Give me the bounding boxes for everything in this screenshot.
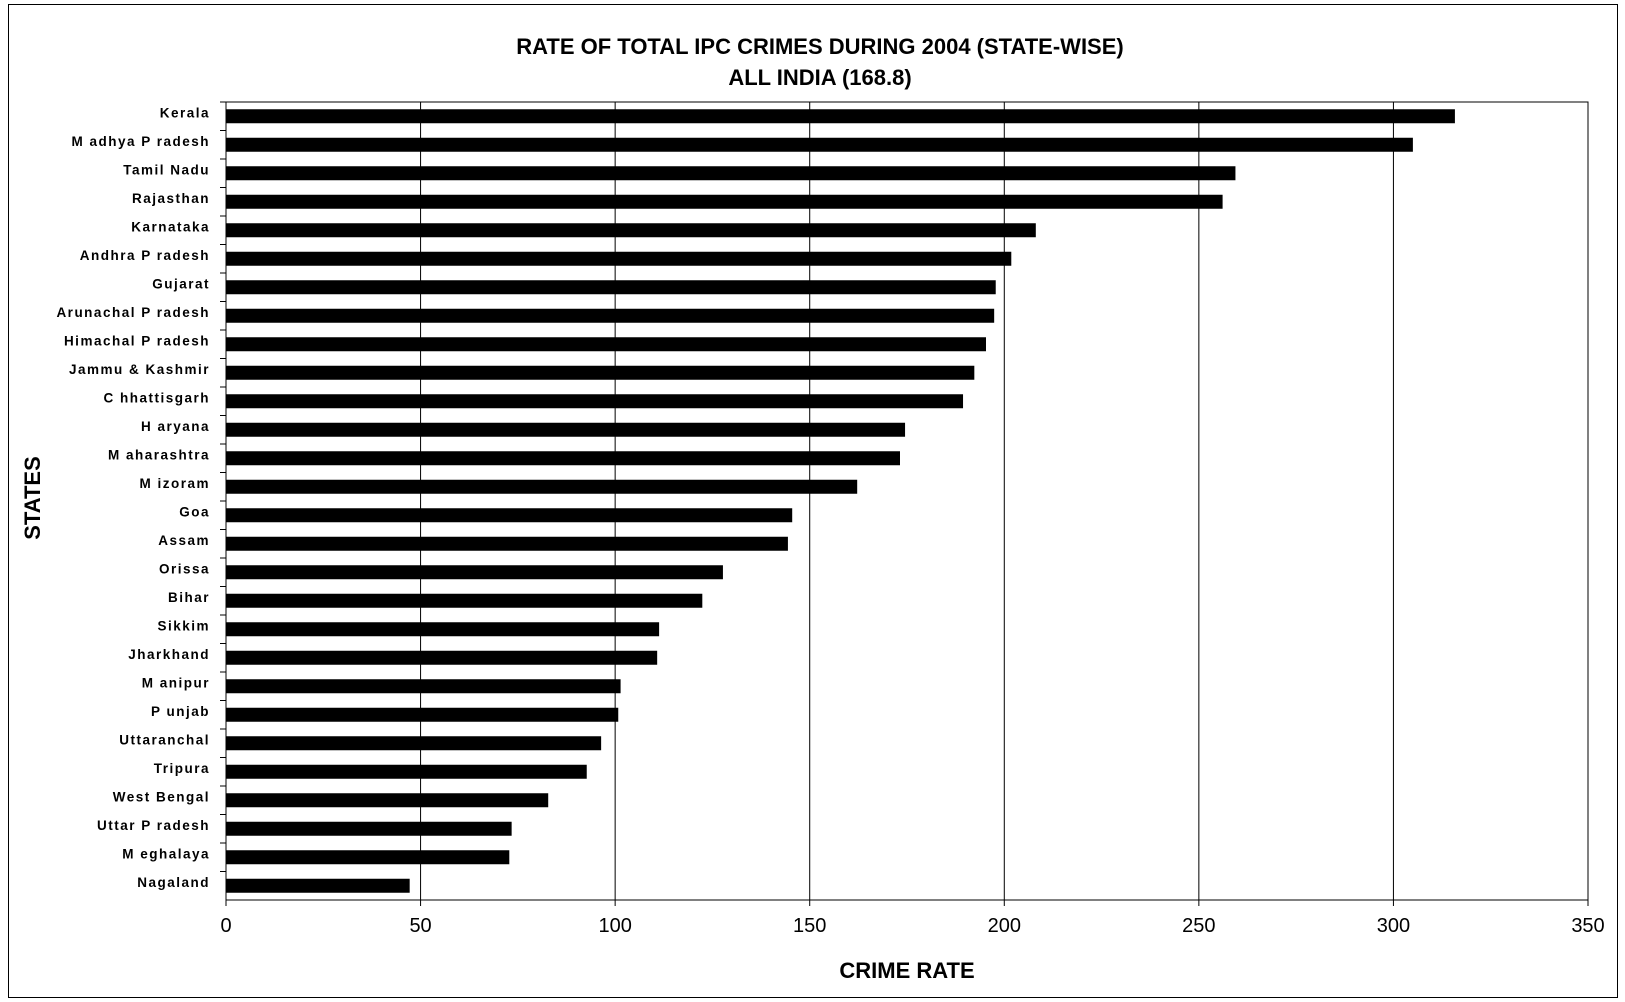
category-label: Goa bbox=[179, 504, 210, 519]
x-axis-title: CRIME RATE bbox=[839, 958, 974, 983]
x-tick-label: 0 bbox=[220, 915, 231, 937]
bar bbox=[226, 166, 1236, 181]
bar bbox=[226, 109, 1455, 124]
x-tick-label: 50 bbox=[409, 915, 431, 937]
category-label: H aryana bbox=[141, 419, 210, 434]
bar bbox=[226, 365, 975, 380]
chart-title: RATE OF TOTAL IPC CRIMES DURING 2004 (ST… bbox=[516, 34, 1123, 59]
category-label: Uttar P radesh bbox=[97, 818, 210, 833]
category-label: M aharashtra bbox=[108, 447, 210, 462]
plot-area bbox=[225, 101, 1589, 901]
category-label: Andhra P radesh bbox=[80, 248, 210, 263]
bar bbox=[226, 536, 788, 551]
category-label: M izoram bbox=[139, 476, 210, 491]
category-label: Nagaland bbox=[137, 875, 210, 890]
bar bbox=[226, 137, 1413, 152]
bar bbox=[226, 479, 858, 494]
bar bbox=[226, 679, 621, 694]
x-tick-label: 300 bbox=[1377, 915, 1410, 937]
bar bbox=[226, 422, 906, 437]
bar bbox=[226, 337, 986, 352]
bar bbox=[226, 251, 1012, 266]
bar bbox=[226, 593, 703, 608]
category-label: Uttaranchal bbox=[119, 732, 210, 747]
bar bbox=[226, 850, 510, 865]
x-tick-label: 100 bbox=[598, 915, 631, 937]
category-label: Rajasthan bbox=[132, 191, 210, 206]
bar bbox=[226, 736, 602, 751]
category-label: M adhya P radesh bbox=[71, 134, 210, 149]
bar bbox=[226, 622, 660, 637]
chart-subtitle: ALL INDIA (168.8) bbox=[728, 65, 911, 90]
category-label: Gujarat bbox=[152, 276, 210, 291]
category-label: C hhattisgarh bbox=[103, 390, 210, 405]
bar bbox=[226, 707, 619, 722]
category-label: Tripura bbox=[154, 761, 210, 776]
category-label: Sikkim bbox=[157, 618, 210, 633]
bar bbox=[226, 821, 512, 836]
category-label: Assam bbox=[158, 533, 210, 548]
x-tick-label: 350 bbox=[1571, 915, 1604, 937]
category-label: Bihar bbox=[168, 590, 210, 605]
category-label: Orissa bbox=[159, 561, 210, 576]
bar bbox=[226, 878, 410, 893]
category-label: M eghalaya bbox=[122, 846, 210, 861]
bar bbox=[226, 565, 723, 580]
bar bbox=[226, 194, 1223, 209]
bar bbox=[226, 223, 1036, 238]
category-label: Himachal P radesh bbox=[64, 333, 210, 348]
category-label: West Bengal bbox=[113, 789, 210, 804]
bar bbox=[226, 394, 964, 409]
bar bbox=[226, 793, 549, 808]
x-tick-label: 250 bbox=[1182, 915, 1215, 937]
bar bbox=[226, 650, 658, 665]
bar bbox=[226, 451, 900, 466]
y-axis-title: STATES bbox=[20, 456, 45, 540]
bar bbox=[226, 764, 587, 779]
category-label: Kerala bbox=[160, 105, 210, 120]
bar bbox=[226, 280, 996, 295]
x-tick-label: 150 bbox=[793, 915, 826, 937]
bar bbox=[226, 308, 995, 323]
category-label: Jharkhand bbox=[128, 647, 210, 662]
x-tick-label: 200 bbox=[988, 915, 1021, 937]
category-label: M anipur bbox=[142, 675, 210, 690]
category-label: Jammu & Kashmir bbox=[69, 362, 210, 377]
category-label: Arunachal P radesh bbox=[56, 305, 210, 320]
category-labels: Kerala M adhya P radesh Tamil Nadu Rajastha… bbox=[56, 101, 226, 890]
category-label: Tamil Nadu bbox=[123, 162, 210, 177]
bars bbox=[226, 109, 1455, 893]
bar bbox=[226, 508, 793, 523]
category-label: Karnataka bbox=[131, 219, 210, 234]
category-label: P unjab bbox=[151, 704, 210, 719]
x-axis-ticks: 0 50 100 150 200 250 300 350 bbox=[220, 900, 1605, 937]
